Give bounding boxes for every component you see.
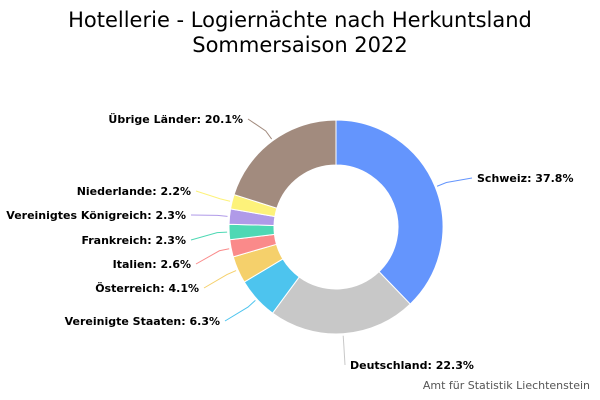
slice-connector-line <box>190 231 228 241</box>
slice-data-label: Niederlande: 2.2% <box>77 185 191 198</box>
chart-title: Hotellerie - Logiernächte nach Herkuntsl… <box>0 8 600 58</box>
slice-data-label: Schweiz: 37.8% <box>477 172 573 185</box>
slice-connector-line <box>190 214 228 217</box>
slice-data-label: Vereinigtes Königreich: 2.3% <box>6 209 186 222</box>
donut-slice[interactable] <box>233 119 337 209</box>
slice-data-label: Österreich: 4.1% <box>95 281 199 295</box>
source-credit: Amt für Statistik Liechtenstein <box>422 379 590 392</box>
slice-data-label: Italien: 2.6% <box>113 258 191 271</box>
slice-data-label: Vereinigte Staaten: 6.3% <box>65 315 220 328</box>
donut-labels: Schweiz: 37.8% Deutschland: 22.3% Vereinig… <box>6 112 573 372</box>
slice-data-label: Deutschland: 22.3% <box>350 359 474 372</box>
donut-slices <box>228 119 444 335</box>
slice-data-label: Frankreich: 2.3% <box>81 234 186 247</box>
slice-connector-line <box>195 190 231 202</box>
donut-slice[interactable] <box>335 119 444 305</box>
slice-connector-line <box>436 177 473 187</box>
chart-title-line-2: Sommersaison 2022 <box>192 33 408 57</box>
slice-connector-line <box>195 248 230 265</box>
slice-connector-line <box>247 118 273 140</box>
slice-connector-line <box>342 335 346 366</box>
slice-data-label: Übrige Länder: 20.1% <box>108 112 243 126</box>
slice-connector-line <box>203 270 237 289</box>
chart-title-line-1: Hotellerie - Logiernächte nach Herkuntsl… <box>68 8 532 32</box>
slice-connector-line <box>224 299 256 322</box>
